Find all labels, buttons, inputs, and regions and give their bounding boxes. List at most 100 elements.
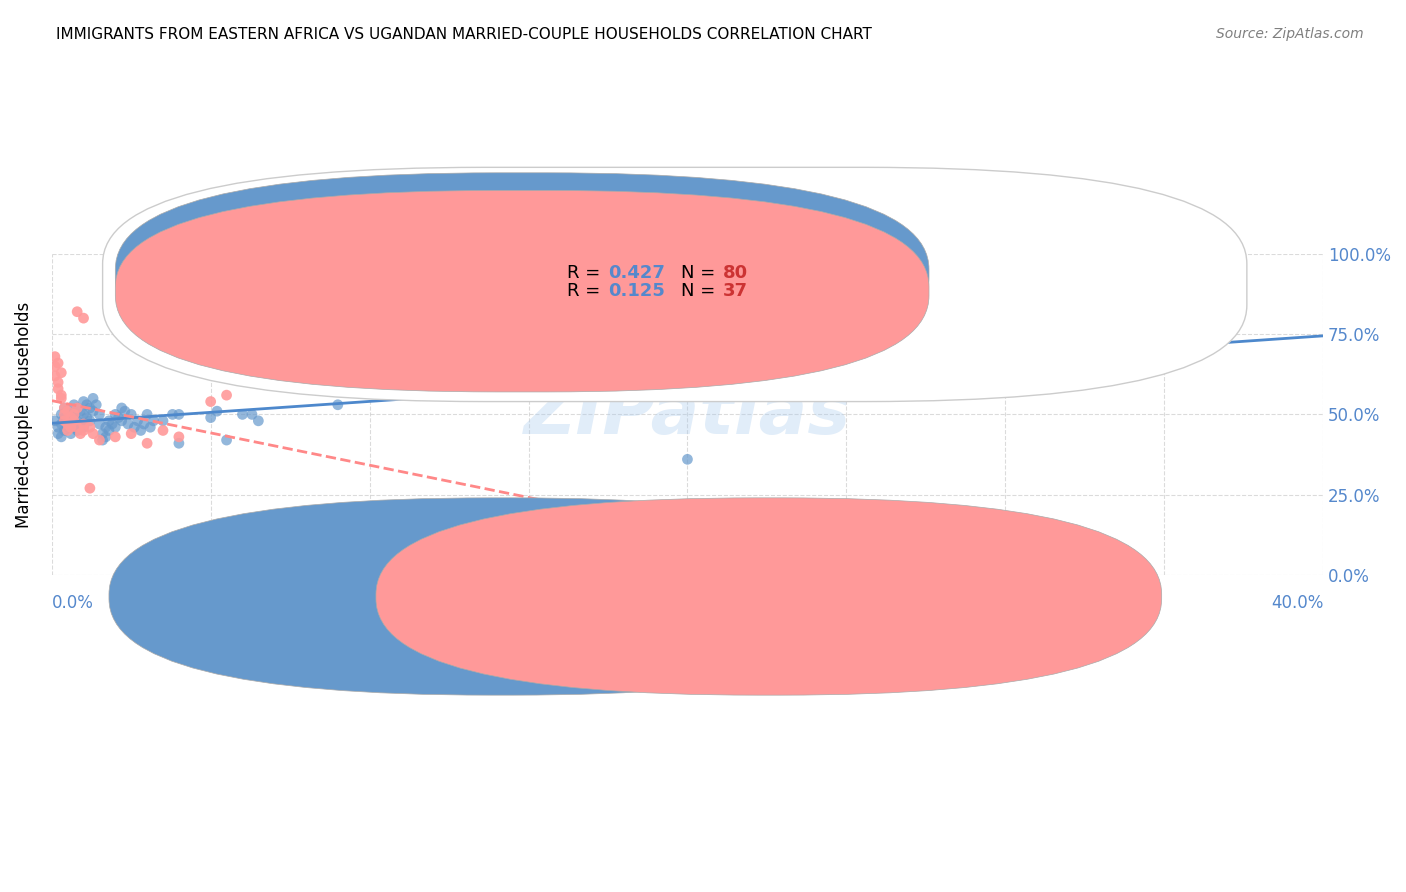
Point xyxy=(114,404,136,418)
Point xyxy=(46,376,69,390)
Point xyxy=(97,424,120,438)
Point xyxy=(104,420,127,434)
Point xyxy=(63,420,86,434)
Point xyxy=(53,410,76,425)
Point xyxy=(215,388,238,402)
Text: ZIPatlas: ZIPatlas xyxy=(524,380,851,449)
Point xyxy=(111,401,134,415)
Point xyxy=(89,417,111,431)
Point xyxy=(82,404,104,418)
Point xyxy=(454,320,477,334)
Text: R =: R = xyxy=(567,264,606,282)
Point xyxy=(76,398,98,412)
Point xyxy=(84,398,107,412)
Point xyxy=(97,414,120,428)
Point xyxy=(91,426,114,441)
Point xyxy=(51,430,73,444)
Point xyxy=(79,420,101,434)
Point xyxy=(326,398,349,412)
Point xyxy=(59,426,82,441)
Point xyxy=(676,452,699,467)
Point xyxy=(44,359,66,374)
Point xyxy=(136,408,159,422)
Text: 80: 80 xyxy=(723,264,748,282)
Point xyxy=(162,408,184,422)
Point xyxy=(63,414,86,428)
Point xyxy=(240,408,263,422)
Point xyxy=(772,507,794,521)
Point xyxy=(868,308,890,322)
Point xyxy=(72,311,94,326)
Point xyxy=(46,356,69,370)
Text: N =: N = xyxy=(681,264,721,282)
FancyBboxPatch shape xyxy=(375,498,1161,695)
Point xyxy=(120,426,142,441)
Point xyxy=(94,420,117,434)
Point xyxy=(215,433,238,447)
Point xyxy=(66,304,89,318)
Point xyxy=(91,433,114,447)
Point xyxy=(63,410,86,425)
Point xyxy=(51,388,73,402)
Point xyxy=(46,420,69,434)
Point xyxy=(1057,318,1080,332)
Point xyxy=(59,410,82,425)
Text: Source: ZipAtlas.com: Source: ZipAtlas.com xyxy=(1216,27,1364,41)
Point xyxy=(263,352,285,367)
Point xyxy=(835,318,858,332)
Y-axis label: Married-couple Households: Married-couple Households xyxy=(15,301,32,527)
FancyBboxPatch shape xyxy=(108,498,894,695)
Point xyxy=(44,350,66,364)
Point xyxy=(124,420,146,434)
Point xyxy=(136,436,159,450)
Point xyxy=(72,394,94,409)
FancyBboxPatch shape xyxy=(115,190,929,392)
Point xyxy=(63,408,86,422)
Text: R =: R = xyxy=(567,282,606,300)
Point xyxy=(89,433,111,447)
Point xyxy=(205,404,228,418)
Point xyxy=(117,417,139,431)
Point xyxy=(962,295,984,310)
Point xyxy=(66,401,89,415)
Point xyxy=(46,382,69,396)
Text: 0.0%: 0.0% xyxy=(52,594,94,612)
Point xyxy=(53,401,76,415)
Point xyxy=(104,430,127,444)
Point xyxy=(82,392,104,406)
Text: 40.0%: 40.0% xyxy=(1271,594,1323,612)
Point xyxy=(76,410,98,425)
Point xyxy=(107,410,129,425)
Point xyxy=(127,414,149,428)
Point xyxy=(517,376,540,390)
Point xyxy=(152,424,174,438)
Point xyxy=(470,320,492,334)
Point xyxy=(44,414,66,428)
Point xyxy=(740,497,762,511)
FancyBboxPatch shape xyxy=(115,173,929,375)
Point xyxy=(53,401,76,415)
Point xyxy=(56,424,79,438)
Point xyxy=(94,430,117,444)
Point xyxy=(120,408,142,422)
Point xyxy=(51,417,73,431)
Point xyxy=(132,417,155,431)
Point xyxy=(69,426,91,441)
Point xyxy=(200,410,222,425)
Point xyxy=(53,414,76,428)
Point xyxy=(231,408,253,422)
Point xyxy=(59,420,82,434)
Point xyxy=(550,320,572,334)
Point xyxy=(82,426,104,441)
Point xyxy=(101,417,124,431)
Point xyxy=(72,424,94,438)
Point xyxy=(129,424,152,438)
Point xyxy=(66,424,89,438)
Point xyxy=(59,417,82,431)
Point xyxy=(53,408,76,422)
Point xyxy=(152,414,174,428)
Point xyxy=(66,401,89,415)
Point xyxy=(66,414,89,428)
Text: N =: N = xyxy=(681,282,721,300)
Point xyxy=(69,417,91,431)
